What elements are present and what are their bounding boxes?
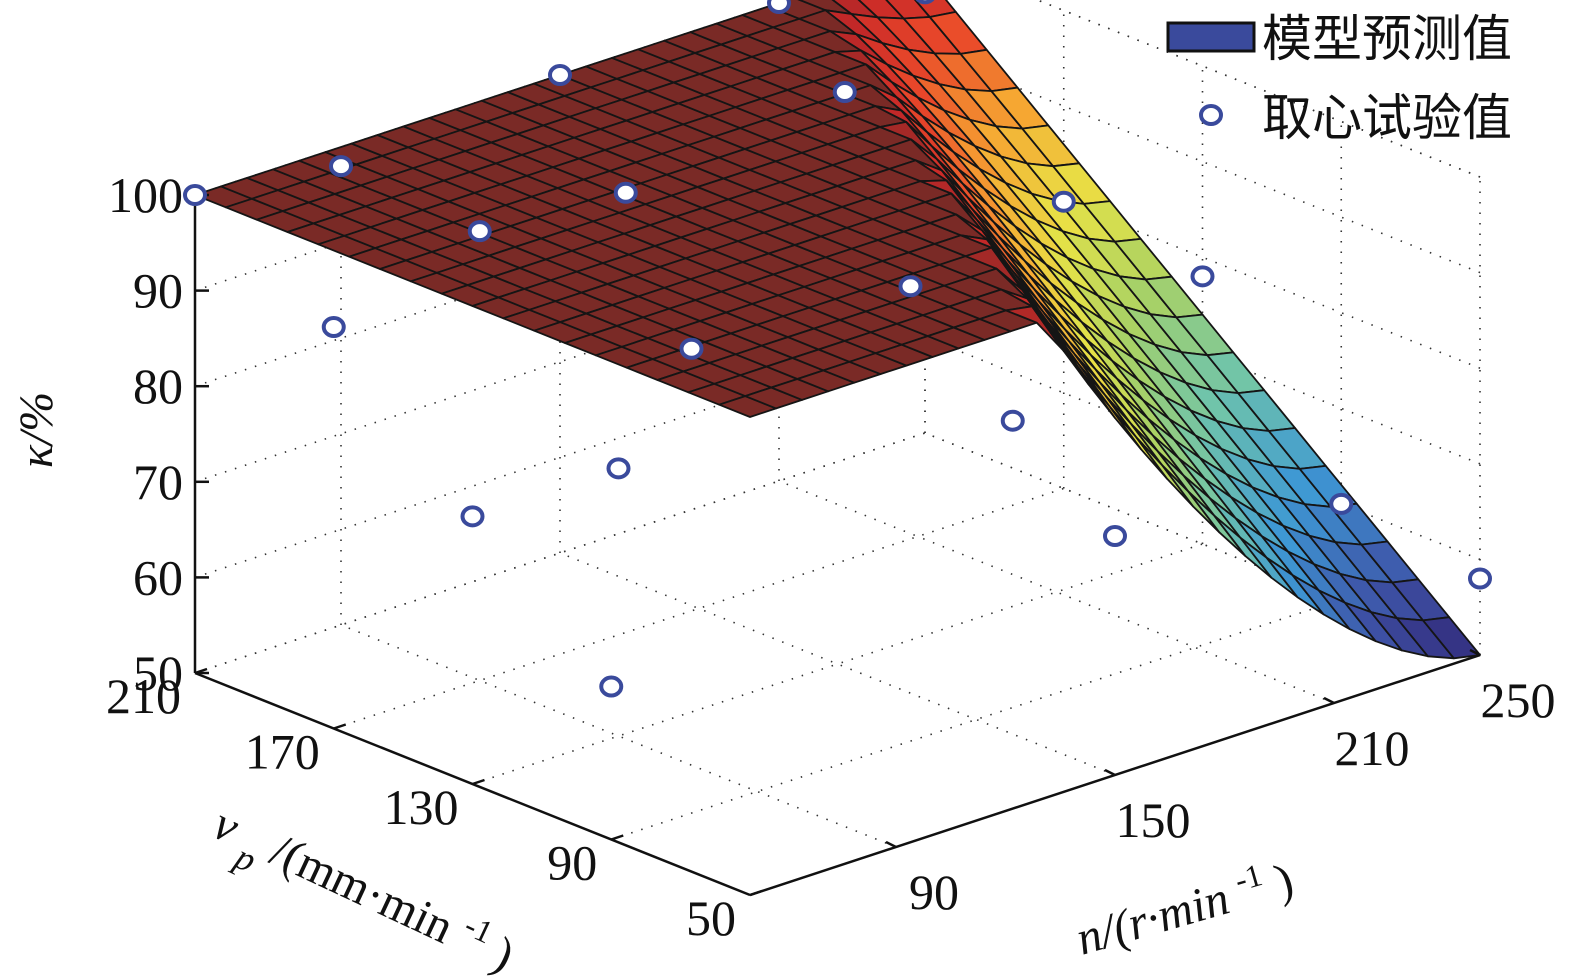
y-axis-label-sup: -1	[459, 906, 498, 950]
legend: 模型预测值 取心试验值	[1166, 10, 1512, 147]
x-axis-label-close: )	[1269, 853, 1299, 908]
y-tick	[194, 667, 208, 675]
legend-entry-model: 模型预测值	[1262, 10, 1512, 68]
y-tick-label: 50	[686, 890, 736, 946]
z-tick-label: 70	[133, 454, 183, 510]
data-point	[606, 457, 631, 480]
z-tick-label: 80	[133, 358, 183, 414]
svg-text:n/(r·min -1 ): n/(r·min -1 )	[1065, 836, 1299, 966]
y-axis-label-sub: p	[226, 835, 262, 880]
x-tick-label: 210	[1335, 720, 1410, 776]
data-point	[898, 275, 923, 298]
surface-mesh	[194, 0, 1481, 660]
data-point	[321, 315, 346, 338]
data-point	[460, 505, 485, 528]
y-tick-label: 210	[106, 668, 181, 724]
data-point	[1468, 567, 1492, 590]
data-point	[183, 184, 207, 206]
y-tick	[472, 778, 485, 786]
x-tick-label: 150	[1116, 792, 1191, 848]
legend-surface-swatch	[1166, 21, 1256, 53]
grid-line-y-floor	[333, 487, 1064, 730]
data-point	[915, 0, 935, 5]
data-point	[679, 337, 704, 360]
axes	[193, 193, 1481, 897]
x-axis-label: n/(r·min	[1070, 872, 1235, 966]
y-axis-label-rest: /(mm·min	[263, 824, 462, 954]
data-point	[1051, 190, 1076, 213]
grid-line-y-floor	[611, 598, 1342, 841]
z-tick-label: 100	[108, 167, 183, 223]
z-axis-title: κ/%	[10, 392, 63, 468]
x-tick	[885, 840, 897, 849]
y-tick-label: 130	[384, 779, 459, 835]
x-axis-label-sup: -1	[1231, 856, 1267, 898]
data-point	[1329, 492, 1354, 515]
data-point	[1190, 265, 1215, 288]
svg-text:v p /(mm·min: v p /(mm·min -1 )	[198, 781, 530, 978]
z-tick-label: 90	[133, 263, 183, 319]
x-tick-label: 90	[909, 864, 959, 920]
y-tick	[749, 889, 763, 897]
data-point	[1000, 409, 1025, 432]
z-tick-label: 50	[133, 645, 183, 701]
legend-entry-experiment: 取心试验值	[1262, 89, 1512, 147]
x-axis-title: n/(r·min -1 )	[1065, 836, 1299, 966]
surface-cell	[1422, 616, 1481, 660]
legend-point-marker	[1199, 104, 1223, 126]
z-axis-label: κ/%	[10, 392, 63, 468]
grid-line-y-floor	[472, 543, 1203, 785]
x-tick	[1323, 696, 1335, 705]
tick-labels: 50 60 70 80 90 100 50 90 130 170 210 90 150 210 250	[106, 167, 1556, 946]
data-point	[548, 64, 572, 86]
data-point	[1103, 525, 1127, 547]
x-tick	[1104, 768, 1116, 777]
y-tick-label: 90	[547, 835, 597, 891]
data-point	[329, 155, 353, 178]
data-point	[832, 81, 857, 104]
data-point	[599, 675, 624, 698]
x-tick-label: 250	[1481, 672, 1556, 728]
y-tick	[333, 723, 347, 730]
y-axis-label-close: )	[485, 927, 522, 978]
y-tick	[610, 834, 624, 841]
grid-line-x-floor	[559, 552, 1116, 776]
x-tick	[1469, 648, 1481, 657]
scatter-points	[183, 0, 1492, 698]
z-tick-label: 60	[133, 549, 183, 605]
y-tick-label: 170	[245, 724, 320, 780]
y-axis-title: v p /(mm·min -1 )	[198, 781, 530, 978]
data-point	[767, 0, 791, 14]
data-point	[467, 220, 492, 243]
data-point	[613, 181, 638, 204]
